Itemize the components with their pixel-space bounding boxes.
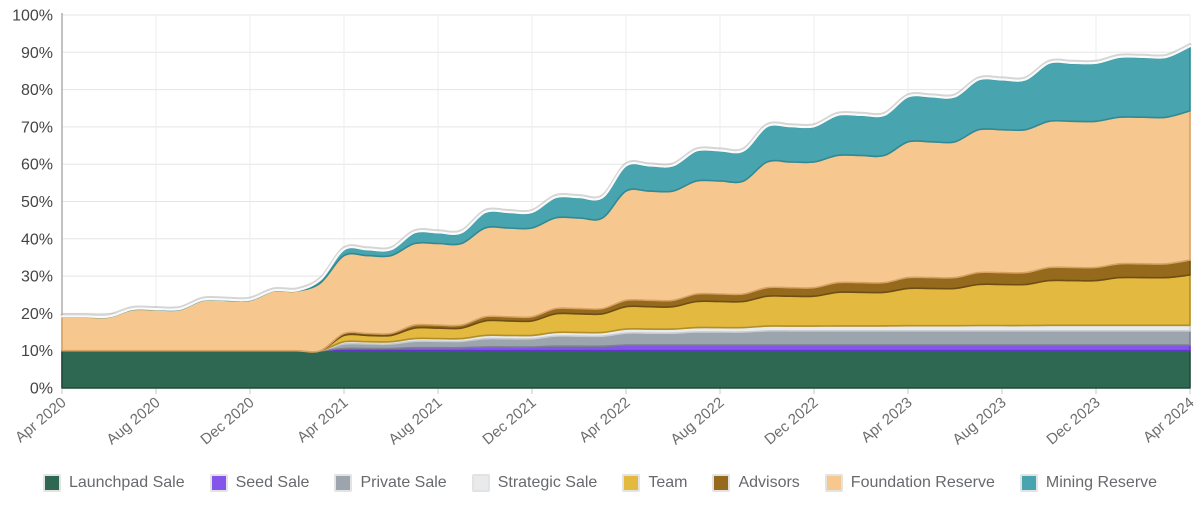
legend-item-team[interactable]: Team: [622, 474, 687, 492]
legend-swatch-advisors: [712, 474, 731, 492]
legend-swatch-team: [622, 474, 641, 492]
y-tick-label: 40%: [21, 231, 53, 248]
y-tick-label: 70%: [21, 119, 53, 136]
legend-item-seed-sale[interactable]: Seed Sale: [209, 474, 310, 492]
legend-item-launchpad-sale[interactable]: Launchpad Sale: [42, 474, 185, 492]
x-tick-label: Apr 2021: [294, 394, 352, 446]
y-tick-label: 20%: [21, 306, 53, 323]
x-tick-label: Aug 2023: [949, 394, 1009, 448]
legend-label: Seed Sale: [235, 474, 310, 491]
legend-label: Launchpad Sale: [68, 474, 185, 491]
x-tick-label: Apr 2023: [858, 394, 916, 446]
legend-swatch-seed-sale: [209, 474, 228, 492]
legend-item-strategic-sale[interactable]: Strategic Sale: [471, 474, 598, 492]
y-tick-label: 60%: [21, 157, 53, 174]
y-tick-label: 10%: [21, 343, 53, 360]
legend-item-private-sale[interactable]: Private Sale: [334, 474, 447, 492]
legend-label: Team: [648, 474, 688, 491]
legend-label: Foundation Reserve: [850, 474, 995, 491]
area-launchpad-sale[interactable]: [61, 349, 1191, 389]
y-axis-labels: 0% 10% 20% 30% 40% 50% 60% 70% 80% 90% 100%: [12, 8, 53, 398]
y-tick-label: 50%: [21, 194, 53, 211]
x-tick-label: Dec 2021: [479, 394, 539, 448]
x-tick-label: Apr 2022: [576, 394, 634, 446]
x-axis-labels: Apr 2020 Aug 2020 Dec 2020 Apr 2021 Aug 2021…: [12, 394, 1198, 448]
y-tick-label: 100%: [12, 8, 53, 25]
stack-top-highlight: [60, 43, 1192, 319]
legend-swatch-foundation-reserve: [824, 474, 843, 492]
y-tick-label: 90%: [21, 45, 53, 62]
x-tick-label: Dec 2022: [761, 394, 821, 448]
legend-swatch-mining-reserve: [1019, 474, 1038, 492]
legend-swatch-strategic-sale: [471, 474, 490, 492]
legend-item-mining-reserve[interactable]: Mining Reserve: [1019, 474, 1158, 492]
legend-label: Advisors: [738, 474, 800, 491]
legend-swatch-private-sale: [334, 474, 353, 492]
y-tick-label: 30%: [21, 269, 53, 286]
x-tick-label: Aug 2021: [385, 394, 445, 448]
x-tick-label: Apr 2020: [12, 394, 70, 446]
x-tick-label: Aug 2020: [103, 394, 163, 448]
legend: Launchpad Sale Seed Sale Private Sale St…: [0, 474, 1200, 492]
legend-item-advisors[interactable]: Advisors: [712, 474, 800, 492]
legend-swatch-launchpad-sale: [42, 474, 61, 492]
x-tick-label: Dec 2023: [1043, 394, 1103, 448]
legend-item-foundation-reserve[interactable]: Foundation Reserve: [824, 474, 995, 492]
x-tick-label: Apr 2024: [1140, 394, 1198, 446]
x-tick-label: Dec 2020: [197, 394, 257, 448]
stacked-area-plot: 0% 10% 20% 30% 40% 50% 60% 70% 80% 90% 100% Apr 202…: [12, 8, 1198, 449]
x-tick-label: Aug 2022: [667, 394, 727, 448]
legend-label: Strategic Sale: [497, 474, 598, 491]
legend-label: Private Sale: [360, 474, 447, 491]
series-areas: [61, 45, 1191, 389]
legend-label: Mining Reserve: [1045, 474, 1158, 491]
y-tick-label: 80%: [21, 82, 53, 99]
y-tick-label: 0%: [30, 381, 53, 398]
